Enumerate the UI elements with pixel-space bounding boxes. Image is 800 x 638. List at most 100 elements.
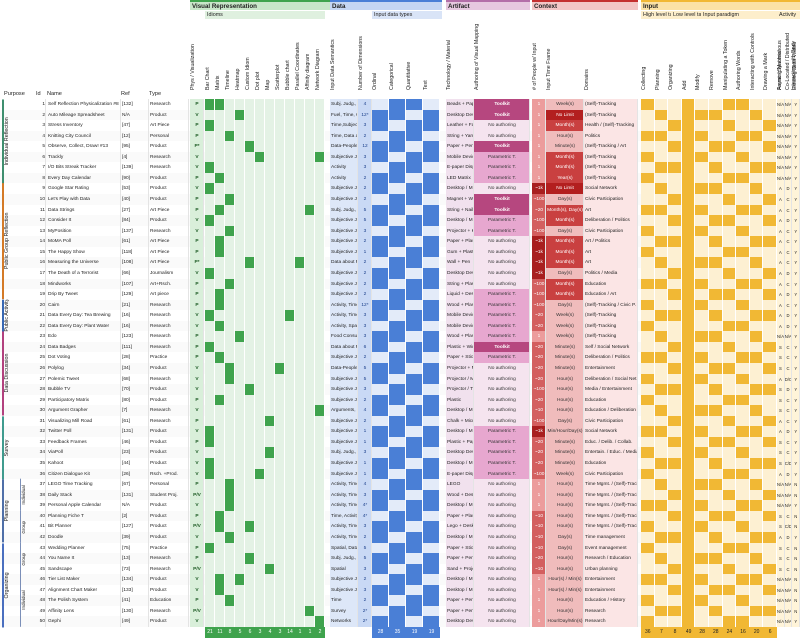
task-cell — [763, 130, 777, 142]
row-activity: Y — [792, 468, 800, 480]
task-cell — [681, 320, 696, 332]
row-phys: V — [190, 447, 204, 459]
row-type: Product — [149, 436, 189, 448]
row-activity: A — [777, 310, 785, 322]
row-technology: String + Yarn — [446, 130, 474, 142]
row-phys: V — [190, 531, 204, 543]
row-num-people: ~1k — [532, 426, 546, 438]
task-cell — [681, 151, 696, 163]
idiom-cell — [235, 320, 245, 332]
row-activity: S — [777, 563, 785, 575]
row-phys: P — [190, 120, 204, 132]
idiom-cell — [295, 278, 305, 290]
idiom-cell — [215, 257, 225, 269]
row-num-people: ~100 — [532, 215, 546, 227]
data-type-cell — [372, 394, 389, 406]
data-type-cell — [406, 278, 423, 290]
task-cell — [749, 384, 764, 396]
task-cell — [709, 278, 723, 290]
task-cell — [722, 109, 737, 121]
data-type-cell — [389, 299, 406, 311]
row-domain: Art — [584, 204, 638, 216]
data-type-cell — [372, 426, 389, 438]
idiom-cell — [315, 405, 325, 417]
row-data-semantics: Subj. Judg., Spatial, Time — [330, 99, 358, 110]
row-name: Bubble TV — [47, 384, 121, 396]
row-data-semantics: Subjective Judgment — [330, 352, 358, 364]
idiom-cell — [205, 257, 215, 269]
idiom-cell — [265, 257, 275, 269]
task-cell — [681, 436, 696, 448]
row-name: Personal Apple Calendar — [47, 500, 121, 512]
data-type-cell — [423, 394, 440, 406]
data-type-cell — [423, 162, 440, 174]
idiom-cell — [215, 162, 225, 174]
idiom-cell — [255, 120, 265, 132]
idiom-cell — [305, 331, 315, 343]
idiom-cell — [315, 99, 325, 110]
row-name: I/O Bits Streak Tracker — [47, 162, 121, 174]
task-cell — [668, 162, 682, 174]
idiom-cell — [265, 120, 275, 132]
idiom-cell — [275, 225, 285, 237]
data-type-cell — [423, 458, 440, 470]
task-cell — [749, 172, 764, 184]
total-data-type: 28 — [372, 627, 389, 638]
idiom-cell — [285, 521, 295, 533]
idiom-cell — [315, 215, 325, 227]
data-type-cell — [372, 194, 389, 206]
data-type-cell — [406, 468, 423, 480]
idiom-cell — [235, 236, 245, 248]
row-activity: Y — [792, 130, 800, 142]
row-authoring: Parametric T. — [474, 172, 530, 184]
data-type-cell — [423, 479, 440, 491]
task-cell — [736, 605, 750, 617]
row-ref: [27] — [121, 204, 149, 216]
row-dimensions: 4* — [358, 510, 372, 522]
row-domain: Civic Participation — [584, 194, 638, 206]
idiom-cell — [255, 500, 265, 512]
row-id: 50 — [36, 616, 46, 628]
task-cell — [722, 267, 737, 279]
total-idiom: 3 — [275, 627, 285, 638]
row-time-frame: Hour(s) / Min(s) — [546, 574, 584, 586]
row-domain: Media / Entertainment — [584, 384, 638, 396]
task-cell — [749, 616, 764, 628]
idiom-cell — [255, 310, 265, 322]
row-dimensions: 3 — [358, 120, 372, 132]
task-cell — [654, 605, 669, 617]
row-technology: Desktop / M. Device — [446, 458, 474, 470]
row-ref: [111] — [121, 341, 149, 353]
idiom-cell — [205, 605, 215, 617]
idiom-cell — [215, 130, 225, 142]
purpose-subgroup-label: Individual — [20, 479, 30, 511]
task-cell — [736, 616, 750, 628]
data-type-cell — [372, 479, 389, 491]
idiom-cell — [225, 141, 235, 153]
idiom-cell — [255, 373, 265, 385]
task-cell — [654, 246, 669, 258]
row-dimensions: 4 — [358, 405, 372, 417]
task-cell — [681, 605, 696, 617]
row-technology: Paper + Plastic — [446, 236, 474, 248]
row-name: Consider It — [47, 215, 121, 227]
row-ref: [61] — [121, 415, 149, 427]
row-id: 22 — [36, 320, 46, 332]
idiom-cell — [305, 405, 315, 417]
idiom-cell — [295, 426, 305, 438]
idiom-cell — [245, 99, 255, 110]
row-dimensions: 3 — [358, 489, 372, 501]
idiom-cell — [225, 436, 235, 448]
row-data-semantics: Subjective Judgment — [330, 415, 358, 427]
idiom-cell — [225, 415, 235, 427]
idiom-cell — [315, 341, 325, 353]
idiom-cell — [255, 489, 265, 501]
task-cell — [709, 162, 723, 174]
row-technology: String + Nails + Wood — [446, 204, 474, 216]
task-cell — [654, 363, 669, 374]
idiom-cell — [205, 553, 215, 565]
task-cell — [695, 373, 709, 385]
idiom-cell — [245, 595, 255, 607]
row-activity: N — [792, 584, 800, 596]
